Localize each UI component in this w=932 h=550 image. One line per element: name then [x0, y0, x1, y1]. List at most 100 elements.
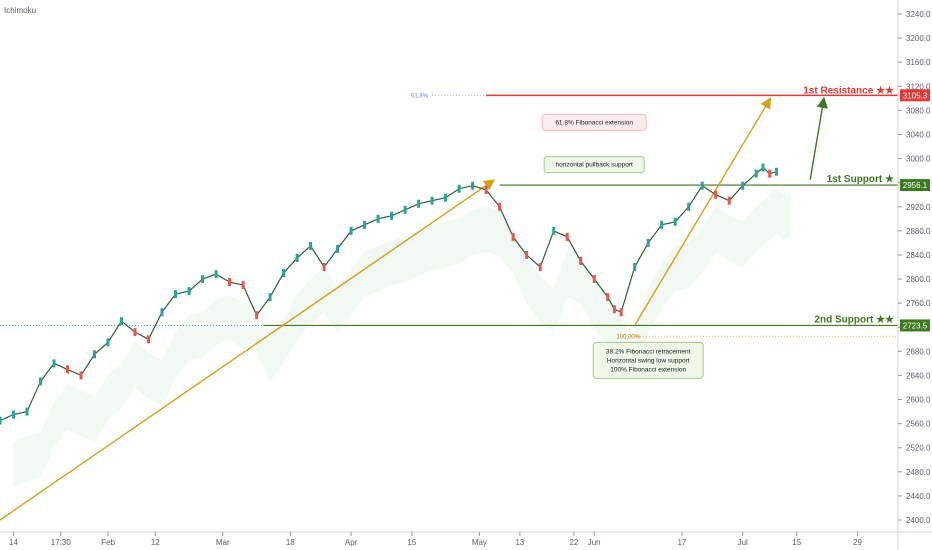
note-text: 61.8% Fibonacci extension: [555, 119, 633, 126]
price-candle: [727, 196, 731, 205]
price-candle: [525, 251, 529, 259]
price-candle: [592, 275, 596, 283]
cloud-area: [13, 188, 790, 487]
x-tick-label: Jul: [738, 538, 748, 547]
price-candle: [403, 205, 407, 214]
y-tick-label: 2560.0: [906, 420, 931, 429]
price-candle: [552, 226, 556, 235]
price-candle: [754, 169, 758, 178]
x-tick-label: 17:30: [51, 538, 72, 547]
x-tick-label: 29: [853, 538, 862, 547]
price-candle: [444, 193, 448, 202]
x-tick-label: Mar: [216, 538, 230, 547]
price-series: [0, 163, 778, 425]
price-candle: [457, 184, 461, 193]
y-tick-label: 3200.0: [906, 34, 931, 43]
price-candle: [39, 377, 42, 386]
x-tick-label: 22: [569, 538, 578, 547]
price-candle: [295, 254, 299, 262]
price-candle: [484, 185, 488, 194]
x-tick-label: Feb: [101, 538, 115, 547]
x-axis: 14 17:30 Feb 12 Mar 18 Apr 15 May 13 22 Jun 17 Jul 15 2…: [0, 531, 932, 547]
y-tick-label: 3080.0: [906, 106, 931, 115]
price-candle: [565, 232, 569, 241]
price-tag-label: 2723.5: [903, 321, 928, 330]
price-candle: [228, 278, 232, 287]
price-candle: [606, 293, 610, 302]
price-candle: [106, 338, 110, 347]
y-tick-label: 3040.0: [906, 130, 931, 139]
note-box: [543, 156, 645, 174]
resistance-label: 1st Resistance ★★: [803, 85, 894, 96]
y-tick-label: 2520.0: [906, 444, 931, 453]
price-tag: [900, 179, 930, 192]
y-tick-label: 3160.0: [906, 58, 931, 67]
y-tick-label: 2760.0: [906, 299, 931, 308]
price-candle: [633, 263, 637, 271]
price-candle: [336, 244, 340, 253]
price-candle: [282, 269, 286, 277]
y-tick-label: 2440.0: [906, 492, 931, 501]
price-candle: [201, 275, 205, 283]
price-candle: [612, 305, 616, 314]
y-tick-label: 3240.0: [906, 10, 931, 19]
fib-percent-label: 61.8%: [411, 93, 429, 99]
price-candle: [390, 211, 394, 220]
price-candle: [93, 350, 96, 359]
note-text: 100% Fibonacci extension: [610, 366, 686, 373]
price-candle: [12, 410, 15, 419]
price-candle: [471, 181, 475, 190]
price-candle: [147, 335, 150, 344]
price-candle: [174, 290, 177, 299]
x-tick-label: 15: [792, 538, 801, 547]
price-candle: [619, 308, 623, 317]
y-tick-label: 2880.0: [906, 227, 931, 236]
target-arrow: [809, 96, 828, 180]
price-candle: [66, 365, 69, 374]
x-tick-label: Jun: [588, 538, 601, 547]
price-candle: [646, 238, 650, 247]
y-tick-label: 2800.0: [906, 275, 931, 284]
price-candle: [511, 232, 515, 241]
x-tick-label: 15: [407, 538, 416, 547]
y-tick-label: 3000.0: [906, 155, 931, 164]
price-candle: [214, 270, 218, 279]
price-candle: [363, 220, 367, 229]
note-text: Horizontal swing low support: [607, 357, 690, 364]
price-candle: [120, 317, 123, 326]
price-candle: [349, 226, 353, 235]
price-candle: [187, 287, 191, 296]
x-tick-label: 18: [286, 538, 295, 547]
price-candle: [761, 163, 765, 172]
price-candle: [417, 199, 421, 208]
x-tick-label: 13: [515, 538, 524, 547]
y-tick-label: 2400.0: [906, 516, 931, 525]
price-tag-label: 3105.3: [903, 91, 928, 100]
x-tick-label: 17: [677, 538, 686, 547]
price-candle: [673, 217, 677, 226]
y-tick-label: 2480.0: [906, 468, 931, 477]
y-tick-label: 2840.0: [906, 251, 931, 260]
price-candle: [579, 257, 583, 265]
price-candle: [741, 181, 745, 190]
trend-lines: [0, 96, 828, 521]
annotations: 61.8% 1st Resistance ★★ 3105.3 61.8% Fibona…: [411, 85, 930, 379]
price-tag-label: 2956.1: [903, 181, 928, 190]
y-tick-label: 2640.0: [906, 371, 931, 380]
x-tick-label: 12: [151, 538, 160, 547]
price-tag: [900, 319, 930, 332]
price-candle: [538, 263, 542, 271]
price-candle: [52, 359, 56, 368]
support-label: 1st Support ★: [827, 174, 894, 185]
price-candle: [0, 416, 2, 425]
x-tick-label: May: [472, 538, 487, 547]
y-tick-label: 3120.0: [906, 82, 931, 91]
support-label: 2nd Support ★★: [814, 314, 894, 325]
price-candle: [700, 181, 704, 190]
note-text: horizontal pullback support: [556, 162, 634, 169]
price-candle: [268, 293, 272, 302]
y-axis: 2400.0 2440.0 2480.0 2520.0 2560.0 2600.0 2640…: [897, 0, 931, 550]
price-candle: [133, 328, 137, 337]
